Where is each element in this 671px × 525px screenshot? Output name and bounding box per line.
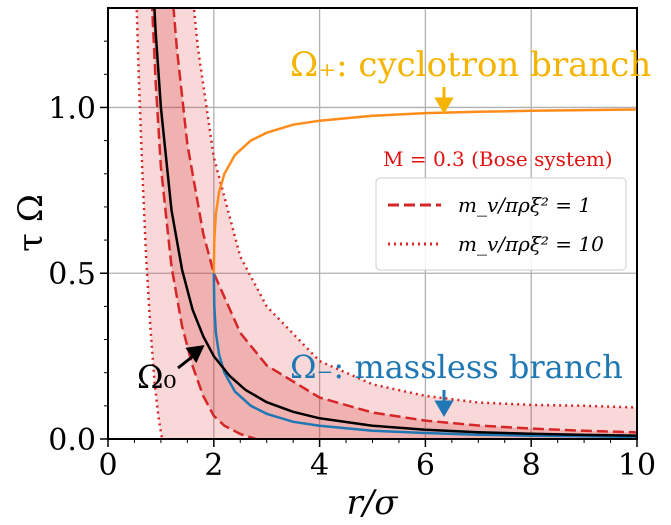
massless-branch-label: Ω₋: massless branch [290,348,623,386]
x-tick-label: 8 [522,448,541,483]
x-tick-label: 0 [98,448,117,483]
axis-ticks: 0 2 4 6 8 10 0.0 0.5 1.0 [48,40,656,483]
omega0-label: Ω₀ [137,358,176,396]
series-dashed-upper [172,8,637,434]
cyclotron-arrow-icon [434,87,454,114]
x-tick-label: 2 [204,448,223,483]
y-axis-label: τ Ω [11,194,51,252]
series-cyclotron [212,108,637,274]
omega0-arrow-icon [177,345,205,370]
legend-label-1: m_v/πρξ² = 1 [458,193,591,217]
x-tick-label: 4 [310,448,329,483]
y-tick-label: 0.5 [48,257,96,292]
cyclotron-branch-label: Ω₊: cyclotron branch [290,45,651,85]
series-massless [212,273,637,439]
legend-box [375,177,627,271]
legend-title: M = 0.3 (Bose system) [383,147,613,171]
uncertainty-bands [136,8,637,439]
series-lines [135,8,637,439]
x-tick-label: 6 [416,448,435,483]
massless-arrow-icon [434,390,454,417]
x-axis-label: r/σ [347,483,399,523]
x-tick-label: 10 [618,448,656,483]
legend-label-2: m_v/πρξ² = 10 [458,232,604,256]
series-dashed-lower [150,8,257,439]
series-omega0 [153,8,637,437]
y-tick-label: 1.0 [48,91,96,126]
band-outer [136,8,637,439]
legend: m_v/πρξ² = 1 m_v/πρξ² = 10 [375,177,627,271]
y-tick-label: 0.0 [48,423,96,458]
